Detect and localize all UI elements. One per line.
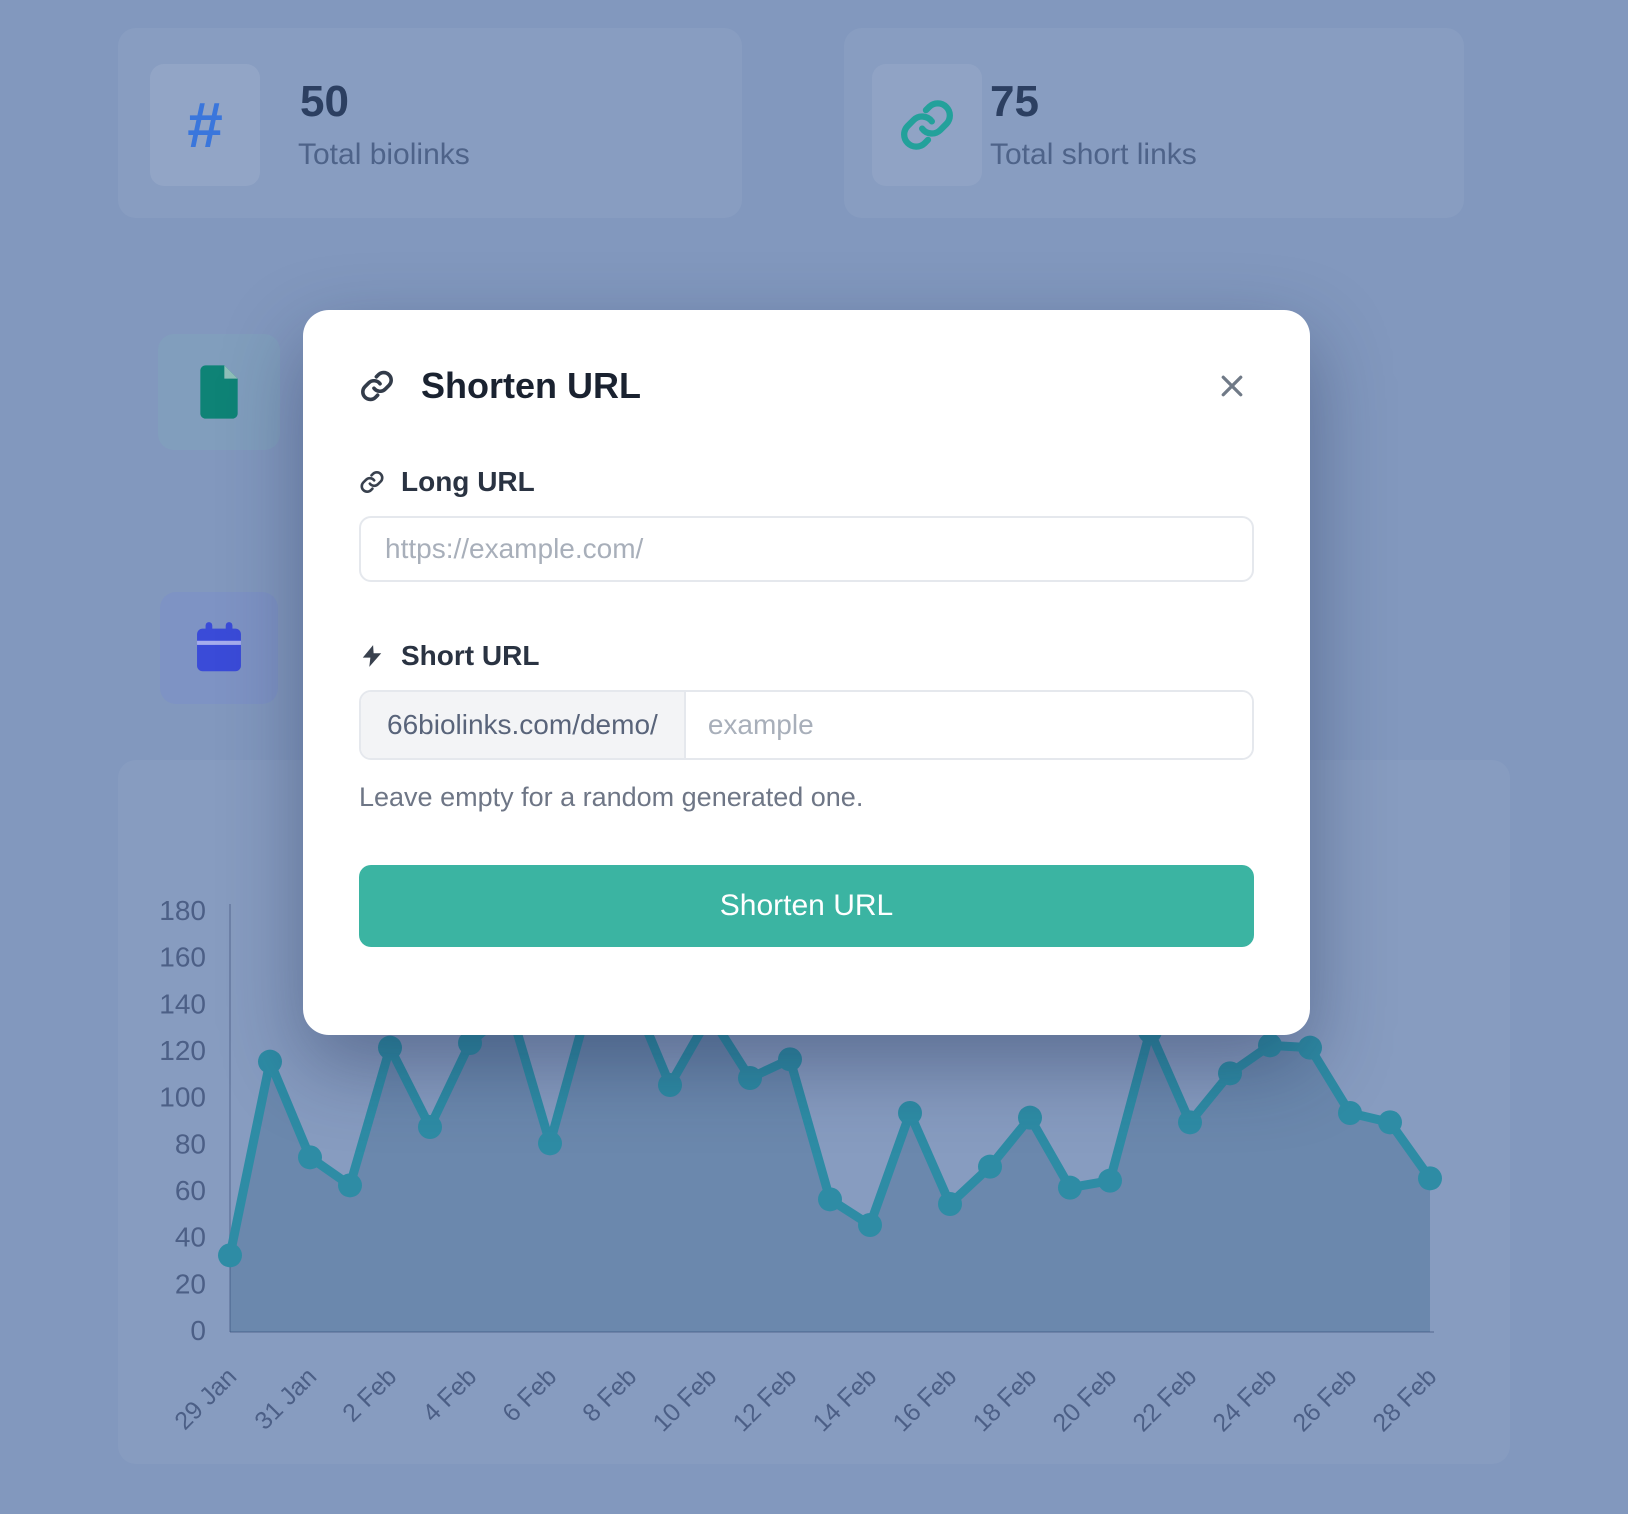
long-url-label: Long URL [401,466,535,497]
modal-title: Shorten URL [421,365,641,406]
long-url-input[interactable] [359,516,1254,582]
shorten-url-modal: Shorten URL Long URL Short URL 66biolink… [303,310,1310,1035]
link-icon-tile [872,64,982,186]
short-url-input-group: 66biolinks.com/demo/ [359,690,1254,760]
shorten-url-button[interactable]: Shorten URL [359,865,1254,947]
stat-label-shortlinks: Total short links [990,138,1197,171]
long-url-label-row: Long URL [359,466,1254,498]
short-url-label: Short URL [401,640,540,671]
hashtag-icon: # [187,89,223,161]
hashtag-icon-tile: # [150,64,260,186]
short-url-helper-text: Leave empty for a random generated one. [359,782,864,812]
bolt-icon [362,645,382,667]
calendar-icon [197,622,241,672]
stat-label-biolinks: Total biolinks [298,138,470,171]
calendar-icon-tile [160,592,278,704]
link-icon [361,370,393,402]
short-url-prefix: 66biolinks.com/demo/ [361,692,686,758]
stat-value-shortlinks: 75 [990,77,1039,126]
document-icon-tile [158,334,280,450]
modal-header: Shorten URL [359,364,1254,408]
document-icon [200,365,238,419]
stat-card-biolinks [118,28,742,218]
close-button[interactable] [1210,364,1254,408]
short-url-label-row: Short URL [359,640,1254,672]
link-icon [901,100,953,150]
close-icon [1221,375,1243,397]
stat-value-biolinks: 50 [300,77,349,126]
short-url-input[interactable] [685,692,1252,758]
link-icon [360,471,384,493]
